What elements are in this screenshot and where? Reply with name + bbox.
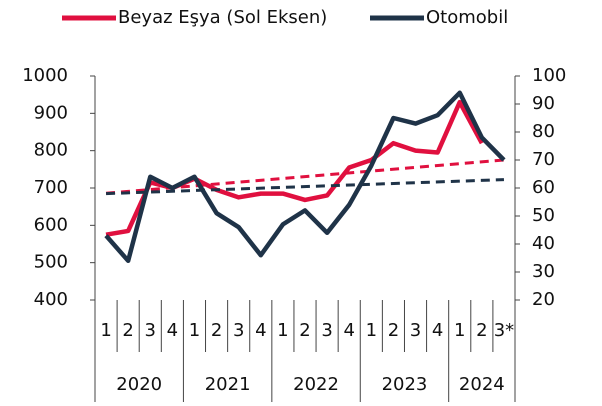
x-tick-label: 4 bbox=[167, 320, 178, 341]
x-tick-label: 2 bbox=[211, 320, 222, 341]
y2-tick-label: 50 bbox=[532, 205, 555, 226]
trend-line bbox=[106, 178, 504, 196]
x-tick-label: 2 bbox=[299, 320, 310, 341]
x-tick-label: 3 bbox=[410, 320, 421, 341]
x-group-label: 2022 bbox=[293, 374, 339, 395]
legend-label: Otomobil bbox=[426, 7, 508, 28]
y2-tick-label: 40 bbox=[532, 233, 555, 254]
x-tick-label: 4 bbox=[255, 320, 266, 341]
x-group-label: 2020 bbox=[116, 374, 162, 395]
x-tick-label: 3 bbox=[321, 320, 332, 341]
x-tick-label: 1 bbox=[100, 320, 111, 341]
x-group-label: 2023 bbox=[382, 374, 428, 395]
x-tick-label: 1 bbox=[189, 320, 200, 341]
y2-tick-label: 100 bbox=[532, 65, 566, 86]
y2-tick-label: 90 bbox=[532, 93, 555, 114]
y-tick-label: 700 bbox=[34, 177, 68, 198]
x-tick-label: 1 bbox=[366, 320, 377, 341]
x-tick-label: 1 bbox=[454, 320, 465, 341]
x-tick-label: 3* bbox=[494, 320, 514, 341]
y2-tick-label: 60 bbox=[532, 177, 555, 198]
y2-tick-label: 80 bbox=[532, 121, 555, 142]
series-line bbox=[104, 90, 506, 264]
y-tick-label: 800 bbox=[34, 140, 68, 161]
x-tick-label: 1 bbox=[277, 320, 288, 341]
x-tick-label: 4 bbox=[343, 320, 354, 341]
x-tick-label: 2 bbox=[476, 320, 487, 341]
y-tick-label: 400 bbox=[34, 289, 68, 310]
x-group-label: 2021 bbox=[205, 374, 251, 395]
x-tick-label: 3 bbox=[233, 320, 244, 341]
y2-tick-label: 20 bbox=[532, 289, 555, 310]
y2-tick-label: 70 bbox=[532, 149, 555, 170]
legend-label: Beyaz Eşya (Sol Eksen) bbox=[118, 7, 327, 28]
x-tick-label: 2 bbox=[122, 320, 133, 341]
y-tick-label: 500 bbox=[34, 252, 68, 273]
x-tick-label: 3 bbox=[145, 320, 156, 341]
y-tick-label: 1000 bbox=[22, 65, 68, 86]
x-tick-label: 2 bbox=[388, 320, 399, 341]
y-tick-label: 900 bbox=[34, 102, 68, 123]
y-tick-label: 600 bbox=[34, 214, 68, 235]
y2-tick-label: 30 bbox=[532, 261, 555, 282]
x-group-label: 2024 bbox=[459, 374, 505, 395]
x-tick-label: 4 bbox=[432, 320, 443, 341]
